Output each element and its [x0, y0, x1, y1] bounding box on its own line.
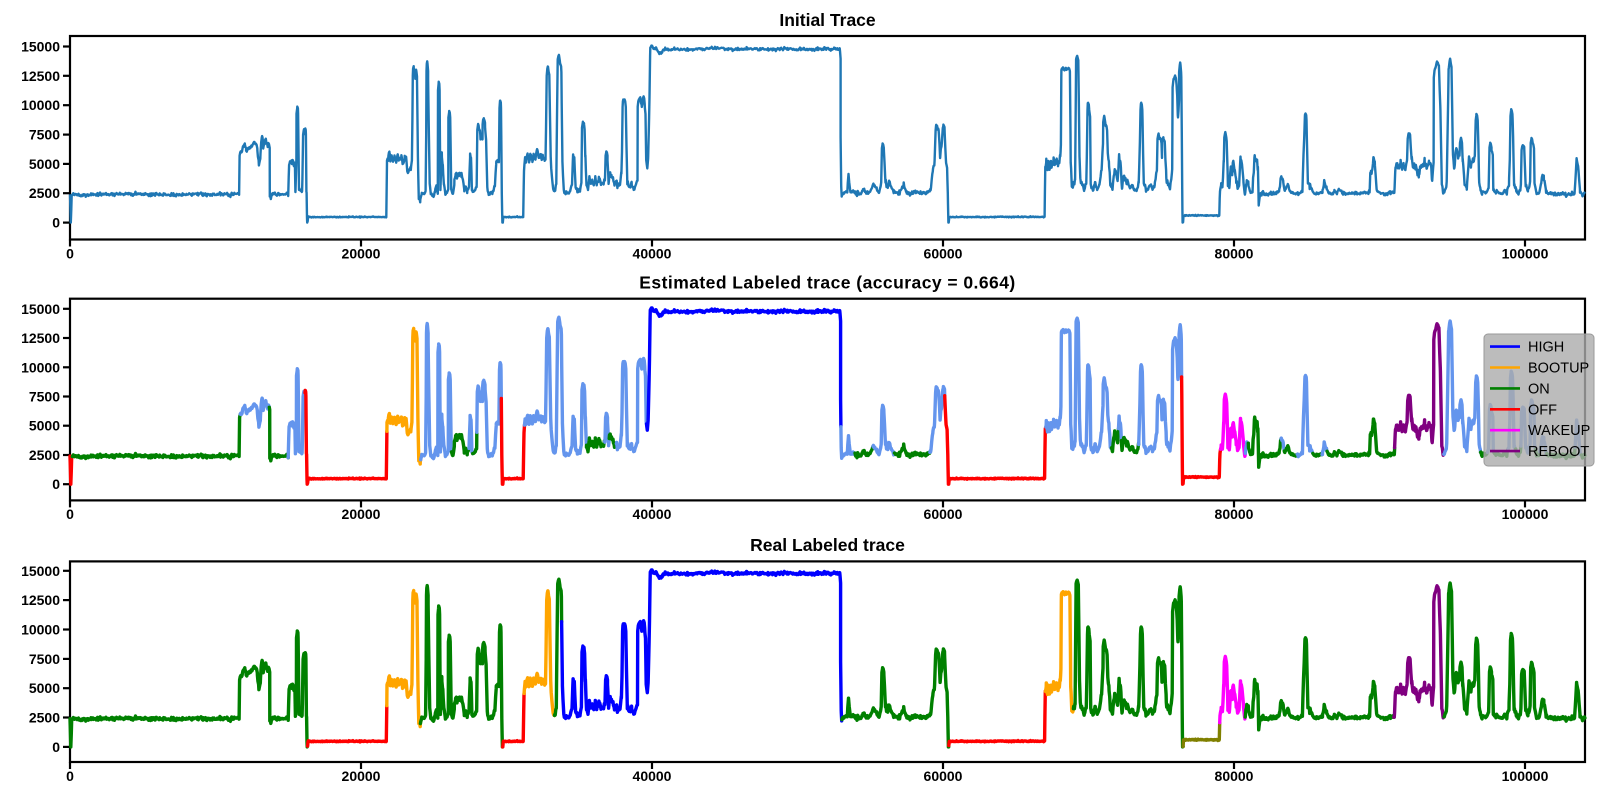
svg-text:7500: 7500: [29, 389, 60, 405]
svg-text:7500: 7500: [29, 127, 60, 143]
svg-text:60000: 60000: [924, 245, 963, 261]
svg-text:12500: 12500: [21, 330, 60, 346]
svg-text:7500: 7500: [29, 651, 60, 667]
svg-text:0: 0: [52, 739, 60, 755]
svg-text:5000: 5000: [29, 680, 60, 696]
svg-text:12500: 12500: [21, 68, 60, 84]
svg-text:15000: 15000: [21, 39, 60, 55]
svg-text:80000: 80000: [1215, 245, 1254, 261]
svg-text:REBOOT: REBOOT: [1528, 444, 1589, 460]
svg-text:BOOTUP: BOOTUP: [1528, 361, 1589, 377]
svg-text:80000: 80000: [1215, 768, 1254, 784]
svg-text:0: 0: [66, 768, 74, 784]
svg-text:Initial Trace: Initial Trace: [779, 10, 876, 30]
svg-text:15000: 15000: [21, 563, 60, 579]
svg-text:60000: 60000: [924, 506, 963, 522]
svg-text:40000: 40000: [633, 768, 672, 784]
svg-text:20000: 20000: [342, 245, 381, 261]
svg-text:10000: 10000: [21, 359, 60, 375]
svg-text:Real Labeled trace: Real Labeled trace: [750, 535, 905, 555]
svg-text:HIGH: HIGH: [1528, 340, 1564, 356]
svg-text:0: 0: [52, 215, 60, 231]
svg-text:2500: 2500: [29, 710, 60, 726]
svg-text:10000: 10000: [21, 97, 60, 113]
svg-text:40000: 40000: [633, 506, 672, 522]
svg-text:2500: 2500: [29, 447, 60, 463]
svg-text:20000: 20000: [342, 506, 381, 522]
svg-text:80000: 80000: [1215, 506, 1254, 522]
svg-text:12500: 12500: [21, 592, 60, 608]
svg-text:10000: 10000: [21, 622, 60, 638]
svg-text:2500: 2500: [29, 185, 60, 201]
svg-text:100000: 100000: [1502, 245, 1549, 261]
svg-text:WAKEUP: WAKEUP: [1528, 423, 1590, 439]
svg-text:15000: 15000: [21, 301, 60, 317]
svg-text:ON: ON: [1528, 381, 1550, 397]
svg-text:40000: 40000: [633, 245, 672, 261]
svg-text:0: 0: [66, 245, 74, 261]
svg-text:0: 0: [66, 506, 74, 522]
svg-text:5000: 5000: [29, 418, 60, 434]
svg-text:5000: 5000: [29, 156, 60, 172]
svg-text:60000: 60000: [924, 768, 963, 784]
svg-text:100000: 100000: [1502, 768, 1549, 784]
svg-text:0: 0: [52, 476, 60, 492]
svg-text:100000: 100000: [1502, 506, 1549, 522]
svg-text:OFF: OFF: [1528, 402, 1557, 418]
svg-text:20000: 20000: [342, 768, 381, 784]
svg-text:Estimated Labeled trace (accur: Estimated Labeled trace (accuracy = 0.66…: [639, 273, 1015, 293]
